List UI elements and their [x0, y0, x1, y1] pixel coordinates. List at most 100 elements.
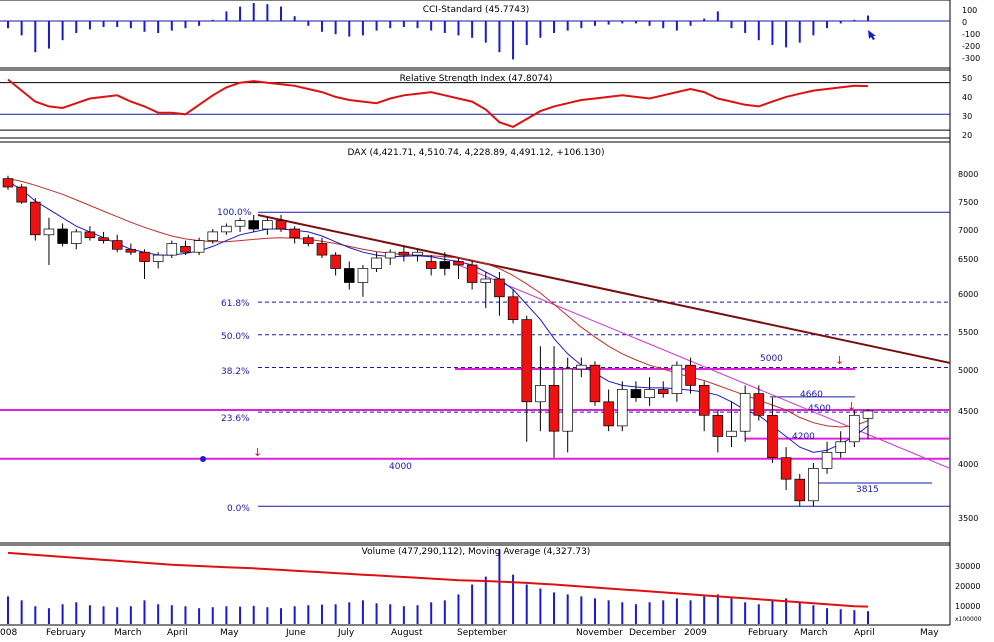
- anchor-dot-icon: [200, 456, 206, 462]
- candle: [548, 346, 560, 458]
- rsi-line: [7, 78, 869, 128]
- candle: [275, 215, 287, 232]
- candle: [2, 175, 14, 190]
- candle: [657, 381, 669, 398]
- candle-body: [221, 225, 232, 233]
- candle: [808, 463, 819, 507]
- candle: [480, 272, 492, 309]
- x-label: May: [220, 628, 239, 638]
- candle-body: [767, 414, 778, 459]
- cci-title: CCI-Standard (45.7743): [423, 5, 530, 15]
- candle: [685, 357, 696, 394]
- candle: [439, 252, 451, 276]
- candle: [234, 217, 246, 232]
- price-tick: 6000: [958, 290, 978, 299]
- cci-tick: -300: [962, 54, 980, 63]
- candle: [589, 361, 601, 406]
- cci-panel: [0, 3, 950, 60]
- candle-body: [70, 231, 82, 244]
- candle-body: [644, 389, 655, 399]
- candle-body: [125, 248, 137, 253]
- cci-tick: 0: [962, 18, 967, 27]
- candle: [507, 289, 519, 324]
- candle-body: [535, 385, 546, 403]
- x-axis-labels: 008 February March April May June July A…: [0, 628, 939, 638]
- candle: [603, 389, 614, 432]
- x-label: 008: [0, 628, 17, 638]
- candle-body: [98, 237, 109, 241]
- price-tick: 5500: [958, 328, 978, 337]
- candle: [562, 357, 573, 453]
- volume-unit: x100000: [955, 616, 982, 623]
- volume-tick: 10000: [955, 602, 980, 611]
- down-arrow-icon: ↓: [253, 446, 262, 459]
- candle-body: [548, 385, 560, 432]
- rsi-tick: 20: [962, 131, 972, 140]
- cci-tick: 100: [962, 6, 977, 15]
- price-tick: 6500: [958, 255, 978, 264]
- candle: [398, 246, 410, 262]
- x-label: May: [920, 628, 939, 638]
- price-tick: 5000: [958, 366, 978, 375]
- fib-236-label: 23.6%: [221, 414, 250, 424]
- candle: [330, 252, 341, 276]
- candle: [384, 249, 396, 265]
- x-label: February: [46, 628, 87, 638]
- candle-body: [589, 364, 601, 403]
- candle-body: [111, 240, 123, 250]
- price-panel: ↓ ↓ ↓: [0, 175, 951, 507]
- candle-body: [671, 364, 683, 394]
- price-tick: 7500: [958, 198, 978, 207]
- cursor-arrow-icon: [868, 30, 876, 40]
- level-4500-label: 4500: [808, 404, 831, 414]
- rsi-tick: 40: [962, 93, 972, 102]
- candle-body: [466, 264, 478, 283]
- candle: [821, 441, 833, 474]
- candle-body: [303, 237, 314, 244]
- candle-body: [821, 452, 833, 469]
- candle: [70, 229, 82, 250]
- candle-body: [357, 268, 369, 283]
- candle-body: [57, 228, 68, 244]
- candle: [671, 361, 683, 402]
- candle-body: [398, 251, 410, 256]
- candle: [357, 265, 369, 297]
- major-trendline: [257, 214, 951, 364]
- candle: [30, 198, 41, 241]
- price-tick: 7000: [958, 226, 978, 235]
- candle-body: [576, 364, 587, 370]
- price-tick: 4500: [958, 407, 978, 416]
- candle: [644, 377, 655, 406]
- candle-body: [698, 385, 710, 416]
- candle-body: [425, 261, 437, 269]
- down-arrow-icon: ↓: [847, 400, 856, 413]
- candle-body: [2, 178, 14, 188]
- candle: [425, 255, 437, 276]
- candle: [248, 215, 259, 232]
- candle-body: [808, 468, 819, 502]
- candle: [412, 249, 423, 262]
- candle: [289, 226, 300, 244]
- x-label: April: [854, 628, 875, 638]
- candle: [712, 410, 724, 453]
- down-arrow-icon: ↓: [835, 354, 844, 367]
- candle-body: [849, 414, 860, 443]
- candle-body: [712, 414, 724, 437]
- candle-body: [603, 401, 614, 427]
- candle: [862, 409, 874, 439]
- x-label: March: [114, 628, 141, 638]
- volume-title: Volume (477,290,112), Moving Average (4,…: [362, 547, 591, 557]
- candle: [303, 234, 314, 247]
- candle-body: [193, 240, 205, 253]
- x-label: June: [285, 628, 306, 638]
- candle-body: [330, 254, 341, 269]
- level-4200-label: 4200: [792, 432, 815, 442]
- fib-100-label: 100.0%: [217, 208, 252, 218]
- candle-body: [166, 243, 178, 256]
- candle: [371, 252, 382, 272]
- level-4000-label: 4000: [389, 462, 412, 472]
- fib-382-label: 38.2%: [221, 367, 250, 377]
